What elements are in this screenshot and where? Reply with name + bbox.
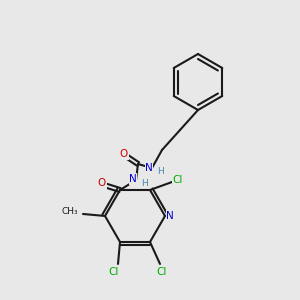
Text: N: N	[129, 174, 137, 184]
Text: Cl: Cl	[109, 267, 119, 277]
Text: N: N	[145, 163, 153, 173]
Text: H: H	[157, 167, 164, 176]
Text: Cl: Cl	[173, 175, 183, 185]
Text: Cl: Cl	[157, 267, 167, 277]
Text: H: H	[142, 178, 148, 188]
Text: N: N	[166, 211, 174, 221]
Text: CH₃: CH₃	[61, 208, 78, 217]
Text: O: O	[120, 149, 128, 159]
Text: O: O	[98, 178, 106, 188]
